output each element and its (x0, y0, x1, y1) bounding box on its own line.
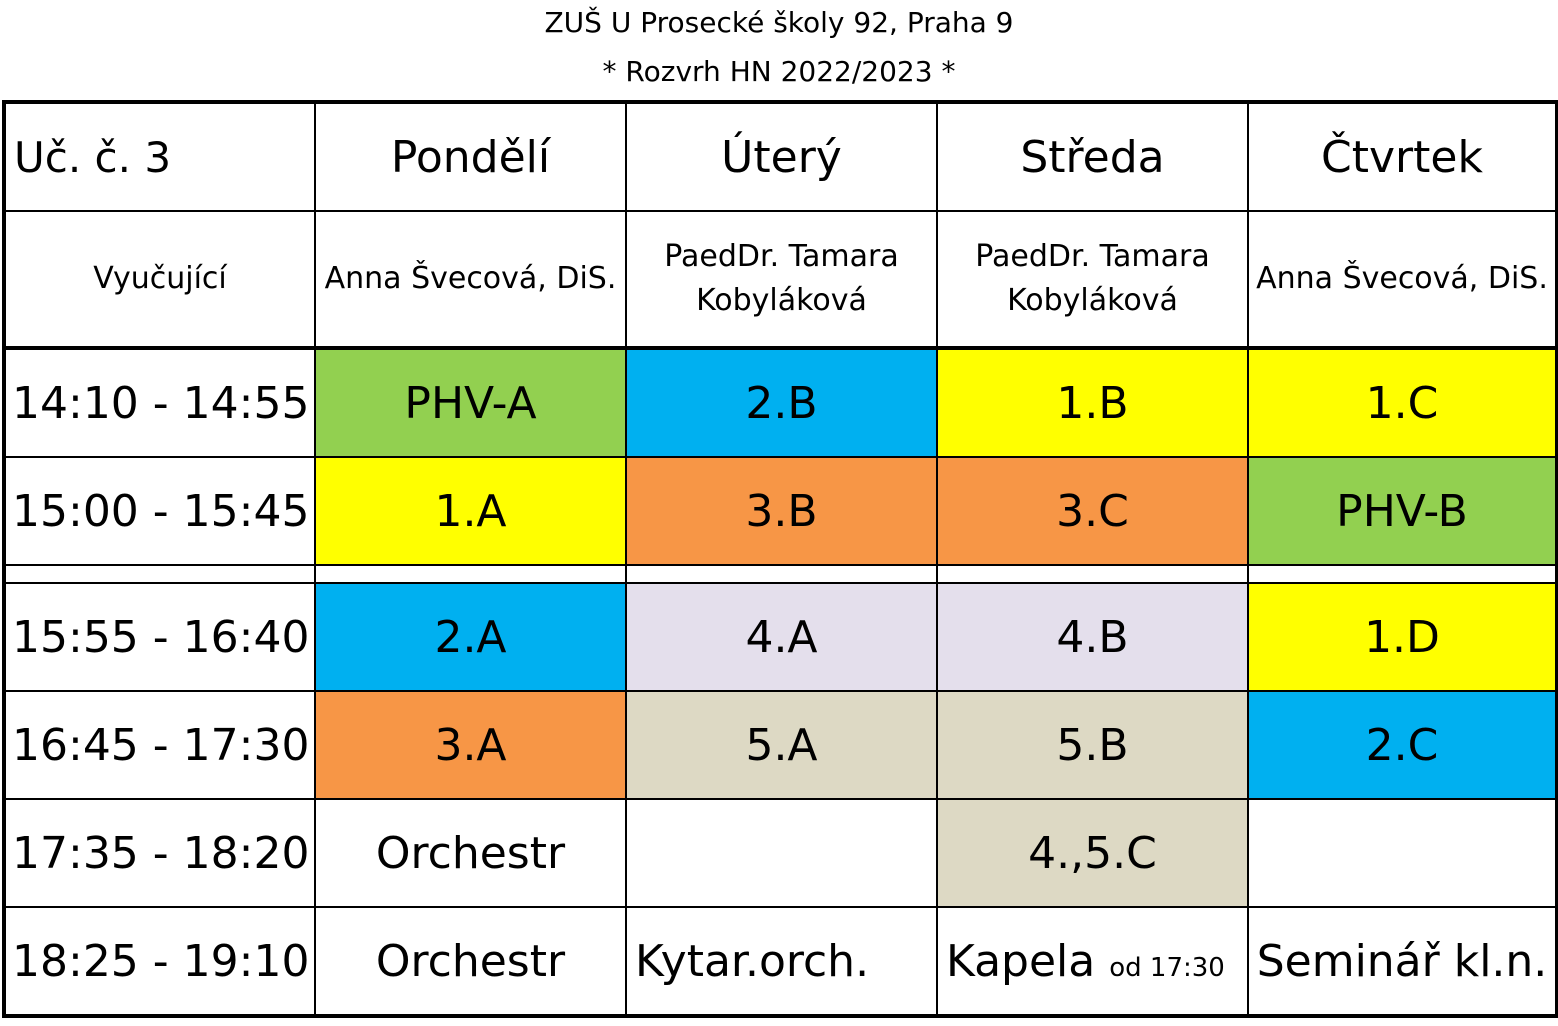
lesson-cell: 4.B (936, 582, 1249, 692)
time-slot-row: 16:45 - 17:30 3.A 5.A 5.B 2.C (2, 690, 1558, 800)
schedule-table: Uč. č. 3 Pondělí Úterý Středa Čtvrtek Vy… (2, 100, 1558, 1018)
lesson-cell: 3.C (936, 456, 1249, 566)
time-slot: 15:55 - 16:40 (2, 582, 316, 692)
teacher-surname: Kobyláková (696, 283, 867, 318)
lesson-cell: 2.C (1247, 690, 1558, 800)
lesson-cell: PHV-A (314, 346, 627, 458)
day-header-row: Uč. č. 3 Pondělí Úterý Středa Čtvrtek (2, 100, 1558, 212)
teacher-name: PaedDr. Tamara (975, 239, 1210, 274)
break-cell (2, 564, 316, 584)
lesson-cell: 1.B (936, 346, 1249, 458)
teacher-cell: Anna Švecová, DiS. (1247, 210, 1558, 349)
lesson-cell: PHV-B (1247, 456, 1558, 566)
day-header: Pondělí (314, 100, 627, 212)
teacher-label: Vyučující (2, 210, 316, 349)
lesson-cell (1247, 798, 1558, 908)
lesson-cell: Orchestr (314, 798, 627, 908)
break-cell (1247, 564, 1558, 584)
lesson-cell (625, 798, 938, 908)
lesson-text: Kapela (946, 935, 1096, 987)
teacher-name: PaedDr. Tamara (664, 239, 899, 274)
lesson-cell: 1.D (1247, 582, 1558, 692)
lesson-note: od 17:30 (1109, 952, 1225, 983)
time-slot-row: 14:10 - 14:55 PHV-A 2.B 1.B 1.C (2, 346, 1558, 458)
schedule-title: * Rozvrh HN 2022/2023 * (602, 55, 956, 88)
lesson-cell: 2.B (625, 346, 938, 458)
day-header: Čtvrtek (1247, 100, 1558, 212)
break-cell (314, 564, 627, 584)
time-slot-row: 15:00 - 15:45 1.A 3.B 3.C PHV-B (2, 456, 1558, 566)
time-slot-row: 15:55 - 16:40 2.A 4.A 4.B 1.D (2, 582, 1558, 692)
lesson-cell: 2.A (314, 582, 627, 692)
teacher-name: Anna Švecová, DiS. (1256, 261, 1548, 296)
lesson-cell: Kapela od 17:30 (936, 906, 1249, 1018)
day-header: Středa (936, 100, 1249, 212)
break-row (2, 564, 1558, 584)
lesson-cell: Seminář kl.n. (1247, 906, 1558, 1018)
lesson-cell: 3.B (625, 456, 938, 566)
lesson-cell: 5.B (936, 690, 1249, 800)
lesson-cell: 5.A (625, 690, 938, 800)
time-slot-row: 17:35 - 18:20 Orchestr 4.,5.C (2, 798, 1558, 908)
lesson-cell: 3.A (314, 690, 627, 800)
lesson-cell: 4.A (625, 582, 938, 692)
lesson-cell: 1.A (314, 456, 627, 566)
time-slot: 15:00 - 15:45 (2, 456, 316, 566)
break-cell (625, 564, 938, 584)
teacher-surname: Kobyláková (1007, 283, 1178, 318)
teacher-row: Vyučující Anna Švecová, DiS. PaedDr. Tam… (2, 210, 1558, 349)
teacher-cell: PaedDr. Tamara Kobyláková (936, 210, 1249, 349)
teacher-cell: Anna Švecová, DiS. (314, 210, 627, 349)
teacher-name: Anna Švecová, DiS. (324, 261, 617, 296)
time-slot: 14:10 - 14:55 (2, 346, 316, 458)
time-slot: 18:25 - 19:10 (2, 906, 316, 1018)
break-cell (936, 564, 1249, 584)
teacher-cell: PaedDr. Tamara Kobyláková (625, 210, 938, 349)
time-slot-row: 18:25 - 19:10 Orchestr Kytar.orch. Kapel… (2, 906, 1558, 1018)
room-label: Uč. č. 3 (2, 100, 316, 212)
day-header: Úterý (625, 100, 938, 212)
time-slot: 16:45 - 17:30 (2, 690, 316, 800)
school-title: ZUŠ U Prosecké školy 92, Praha 9 (544, 6, 1014, 39)
lesson-cell: Kytar.orch. (625, 906, 938, 1018)
lesson-cell: Orchestr (314, 906, 627, 1018)
lesson-cell: 1.C (1247, 346, 1558, 458)
lesson-cell: 4.,5.C (936, 798, 1249, 908)
time-slot: 17:35 - 18:20 (2, 798, 316, 908)
